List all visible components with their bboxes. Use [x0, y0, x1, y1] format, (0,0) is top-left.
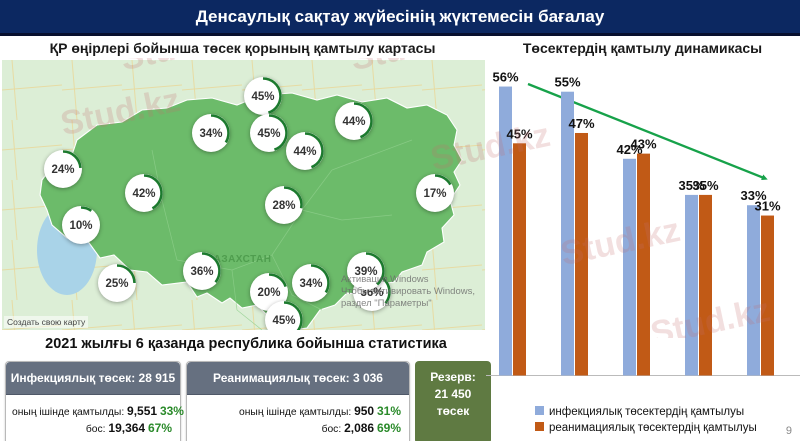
svg-text:25%: 25% [105, 278, 128, 290]
svg-text:45%: 45% [272, 315, 295, 327]
svg-text:45%: 45% [257, 128, 280, 140]
svg-text:44%: 44% [293, 146, 316, 158]
svg-text:56%: 56% [492, 70, 518, 85]
svg-text:20%: 20% [257, 287, 280, 299]
svg-text:43%: 43% [630, 137, 656, 152]
svg-text:28%: 28% [272, 200, 295, 212]
svg-text:24%: 24% [51, 164, 74, 176]
svg-text:44%: 44% [342, 116, 365, 128]
svg-text:17%: 17% [423, 188, 446, 200]
svg-text:55%: 55% [554, 75, 580, 90]
svg-text:31%: 31% [754, 199, 780, 214]
svg-text:10%: 10% [69, 220, 92, 232]
svg-text:47%: 47% [568, 116, 594, 131]
svg-text:42%: 42% [132, 188, 155, 200]
svg-text:45%: 45% [251, 91, 274, 103]
svg-text:45%: 45% [506, 126, 532, 141]
svg-text:35%: 35% [692, 178, 718, 193]
svg-text:34%: 34% [299, 278, 322, 290]
svg-text:34%: 34% [199, 128, 222, 140]
svg-text:36%: 36% [190, 266, 213, 278]
